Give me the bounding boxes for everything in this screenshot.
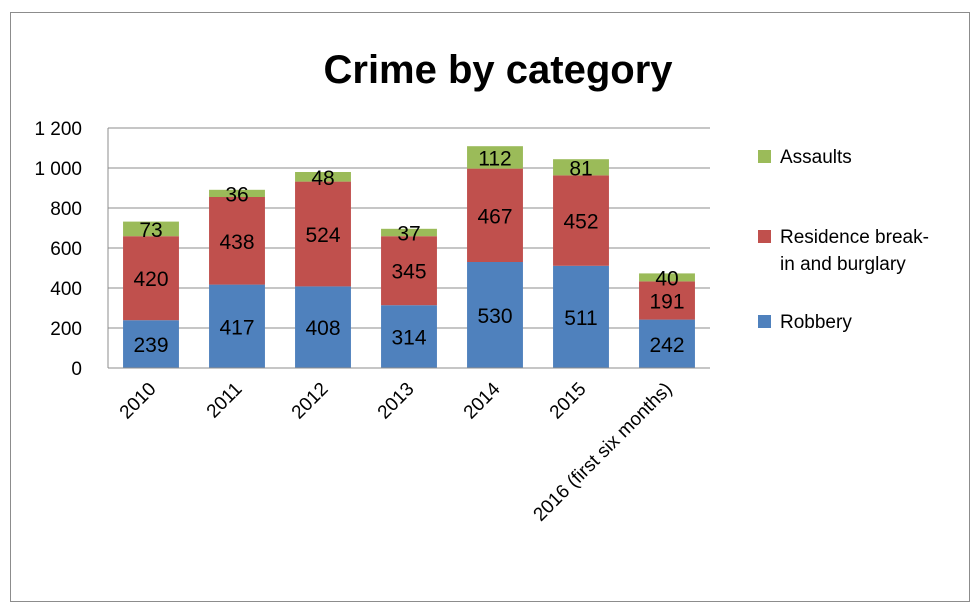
data-label: 73 [139,219,162,242]
y-tick-label: 400 [50,279,82,300]
data-label: 239 [133,334,168,357]
legend-label: in and burglary [780,254,906,275]
y-tick-label: 0 [71,359,82,380]
bar-segment [123,221,179,237]
data-label: 408 [305,317,340,340]
bar-segment [553,265,609,368]
bar-segment [467,262,523,368]
data-label: 48 [311,167,334,190]
x-tick-label: 2012 [288,379,333,424]
bar-segment [381,236,437,306]
bar-segment [209,189,265,197]
y-tick-label: 600 [50,239,82,260]
data-label: 81 [569,157,592,180]
data-label: 511 [564,307,597,330]
data-label: 420 [133,268,168,291]
data-label: 191 [649,291,684,314]
data-label: 37 [397,223,420,246]
bar-segment [639,273,695,282]
y-tick-label: 200 [50,319,82,340]
legend-swatch [758,315,771,328]
data-label: 36 [225,183,248,206]
bar-segment [639,281,695,320]
y-axis: 0 200 400 600 800 1 000 1 200 [34,119,710,380]
bar-segment [123,320,179,368]
data-label: 524 [305,224,340,247]
y-tick-label: 800 [50,199,82,220]
data-label: 530 [477,305,512,328]
y-tick-label: 1 200 [34,119,82,140]
bar-segment [639,319,695,368]
data-label: 112 [478,147,511,170]
legend-swatch [758,150,771,163]
bar-segment [381,305,437,368]
data-label: 345 [391,261,426,284]
chart-title: Crime by category [323,48,673,92]
data-label: 417 [219,316,254,339]
x-tick-label: 2013 [374,379,419,424]
data-label: 452 [563,211,598,234]
legend-label: Residence break- [780,227,929,248]
bar-segment [295,181,351,287]
y-tick-label: 1 000 [34,159,82,180]
legend-label: Robbery [780,312,852,333]
bar-segment [209,284,265,368]
legend-label: Assaults [780,147,852,168]
bar-segment [295,286,351,368]
bar-segment [381,228,437,237]
bar-segment [467,146,523,169]
x-tick-label: 2010 [116,379,161,424]
x-tick-label: 2015 [546,379,591,424]
bar-segment [123,236,179,321]
bar-segment [553,175,609,266]
bar-segment [209,197,265,285]
legend: Assaults Residence break-in and burglary R… [758,147,929,333]
gridlines [108,127,710,329]
x-tick-label: 2014 [460,378,505,423]
legend-swatch [758,230,771,243]
data-label: 40 [655,267,678,290]
bar-segment [553,159,609,176]
bar-segment [295,172,351,182]
data-label: 467 [477,205,512,228]
x-tick-label: 2016 (first six months) [530,379,677,526]
data-label: 242 [649,334,684,357]
bar-segment [467,168,523,262]
data-label: 438 [219,231,254,254]
data-label: 314 [391,327,426,350]
bars: 239 420 73 417 438 36 408 524 48 314 345 37 530 467 11… [123,146,695,368]
x-tick-label: 2011 [203,379,247,423]
